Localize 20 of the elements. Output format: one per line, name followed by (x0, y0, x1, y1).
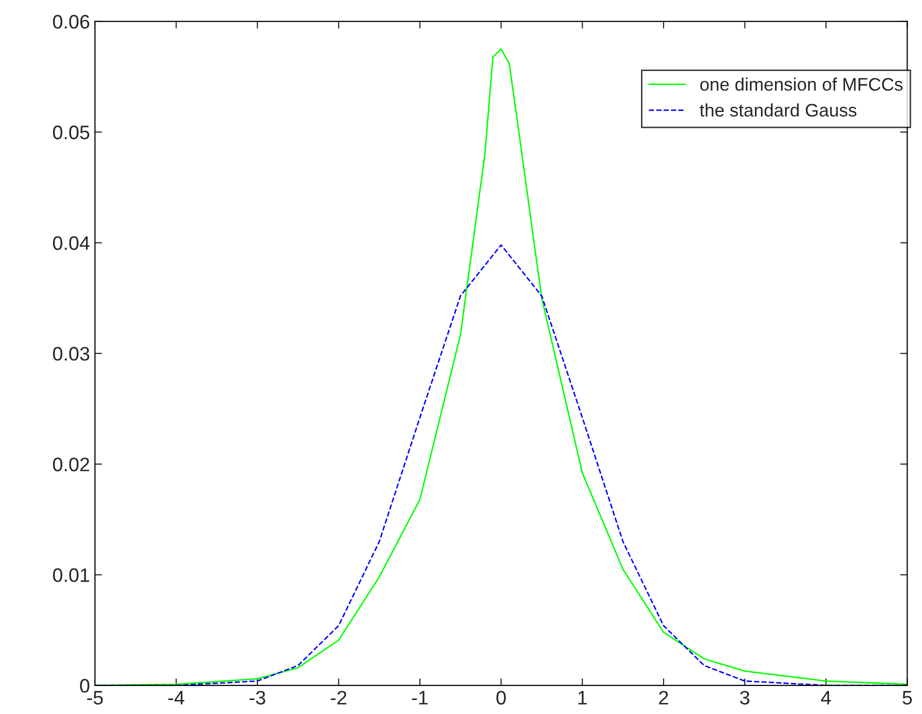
x-tick-label: 0 (496, 690, 506, 705)
x-tick-label: -3 (250, 690, 266, 705)
x-tick-label: 4 (821, 691, 831, 704)
y-tick-label: 0.02 (53, 458, 90, 472)
x-tick-label: -2 (330, 690, 346, 704)
y-tick-label: 0.05 (53, 126, 90, 140)
x-tick-label: 5 (902, 691, 912, 705)
legend-label: one dimension of MFCCs (700, 78, 903, 91)
y-tick-label: 0.06 (53, 14, 90, 29)
y-tick-label: 0 (80, 678, 90, 693)
x-tick-label: 3 (740, 690, 750, 705)
y-tick-label: 0.01 (53, 568, 90, 582)
x-tick-label: -5 (87, 691, 103, 705)
x-tick-label: -1 (412, 691, 428, 704)
y-tick-label: 0.04 (53, 236, 90, 250)
legend-label: the standard Gauss (700, 103, 856, 117)
x-tick-label: 1 (578, 691, 587, 704)
x-tick-label: 2 (659, 690, 668, 704)
x-tick-label: -4 (168, 691, 184, 704)
y-tick-label: 0.03 (53, 346, 90, 361)
